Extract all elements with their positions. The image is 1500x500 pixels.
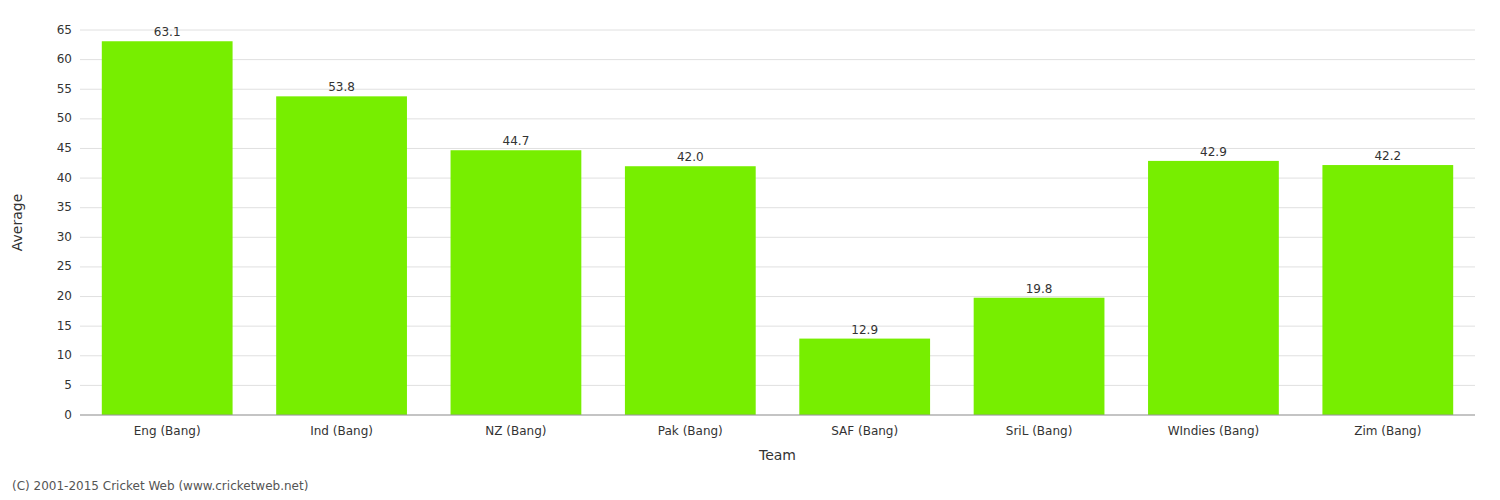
bar	[1148, 161, 1279, 415]
x-axis-line	[80, 415, 1475, 416]
x-tick-label: Pak (Bang)	[658, 424, 723, 438]
y-tick-label: 0	[64, 408, 72, 422]
grid-line	[80, 89, 1475, 90]
y-tick-label: 40	[57, 171, 72, 185]
y-tick-label: 60	[57, 52, 72, 66]
x-axis-label: Team	[758, 447, 796, 463]
bar	[799, 339, 930, 415]
data-label: 19.8	[1026, 282, 1053, 296]
data-label: 44.7	[503, 134, 530, 148]
data-labels: 63.1 53.8 44.7 42.0 12.9 19.8 42.9 42.2	[154, 25, 1401, 336]
y-tick-label: 35	[57, 200, 72, 214]
bar	[1322, 165, 1453, 415]
x-tick-label: Ind (Bang)	[310, 424, 373, 438]
y-tick-label: 25	[57, 259, 72, 273]
y-tick-label: 10	[57, 348, 72, 362]
y-tick-label: 30	[57, 230, 72, 244]
x-tick-label: NZ (Bang)	[485, 424, 546, 438]
bar	[276, 96, 407, 415]
bar	[102, 41, 233, 415]
bar	[974, 298, 1105, 415]
footer-text: (C) 2001-2015 Cricket Web (www.cricketwe…	[12, 479, 308, 493]
x-tick-labels: Eng (Bang) Ind (Bang) NZ (Bang) Pak (Bang) S…	[134, 424, 1422, 438]
data-label: 12.9	[851, 323, 878, 337]
x-tick-label: SriL (Bang)	[1006, 424, 1073, 438]
y-tick-label: 45	[57, 141, 72, 155]
x-tick-label: Eng (Bang)	[134, 424, 201, 438]
bar	[451, 150, 582, 415]
grid-line	[80, 415, 1475, 416]
bar	[625, 166, 756, 415]
y-tick-label: 50	[57, 111, 72, 125]
data-label: 42.9	[1200, 145, 1227, 159]
y-tick-label: 15	[57, 319, 72, 333]
data-label: 63.1	[154, 25, 181, 39]
y-tick-label: 65	[57, 23, 72, 37]
data-label: 42.0	[677, 150, 704, 164]
bars	[102, 41, 1453, 415]
data-label: 53.8	[328, 80, 355, 94]
y-tick-labels: 0 5 10 15 20 25 30 35 40 45 50 55 60 65	[57, 23, 72, 422]
x-tick-label: Zim (Bang)	[1354, 424, 1421, 438]
chart: 0 5 10 15 20 25 30 35 40 45 50 55 60 65 63.1 53.8 44.7 42…	[0, 0, 1500, 500]
y-tick-label: 20	[57, 289, 72, 303]
x-tick-label: SAF (Bang)	[831, 424, 898, 438]
grid-line	[80, 59, 1475, 60]
y-tick-label: 5	[64, 378, 72, 392]
y-grid	[80, 30, 1475, 415]
y-axis-label: Average	[9, 194, 25, 252]
y-tick-label: 55	[57, 82, 72, 96]
grid-line	[80, 30, 1475, 31]
data-label: 42.2	[1374, 149, 1401, 163]
x-tick-label: WIndies (Bang)	[1168, 424, 1260, 438]
